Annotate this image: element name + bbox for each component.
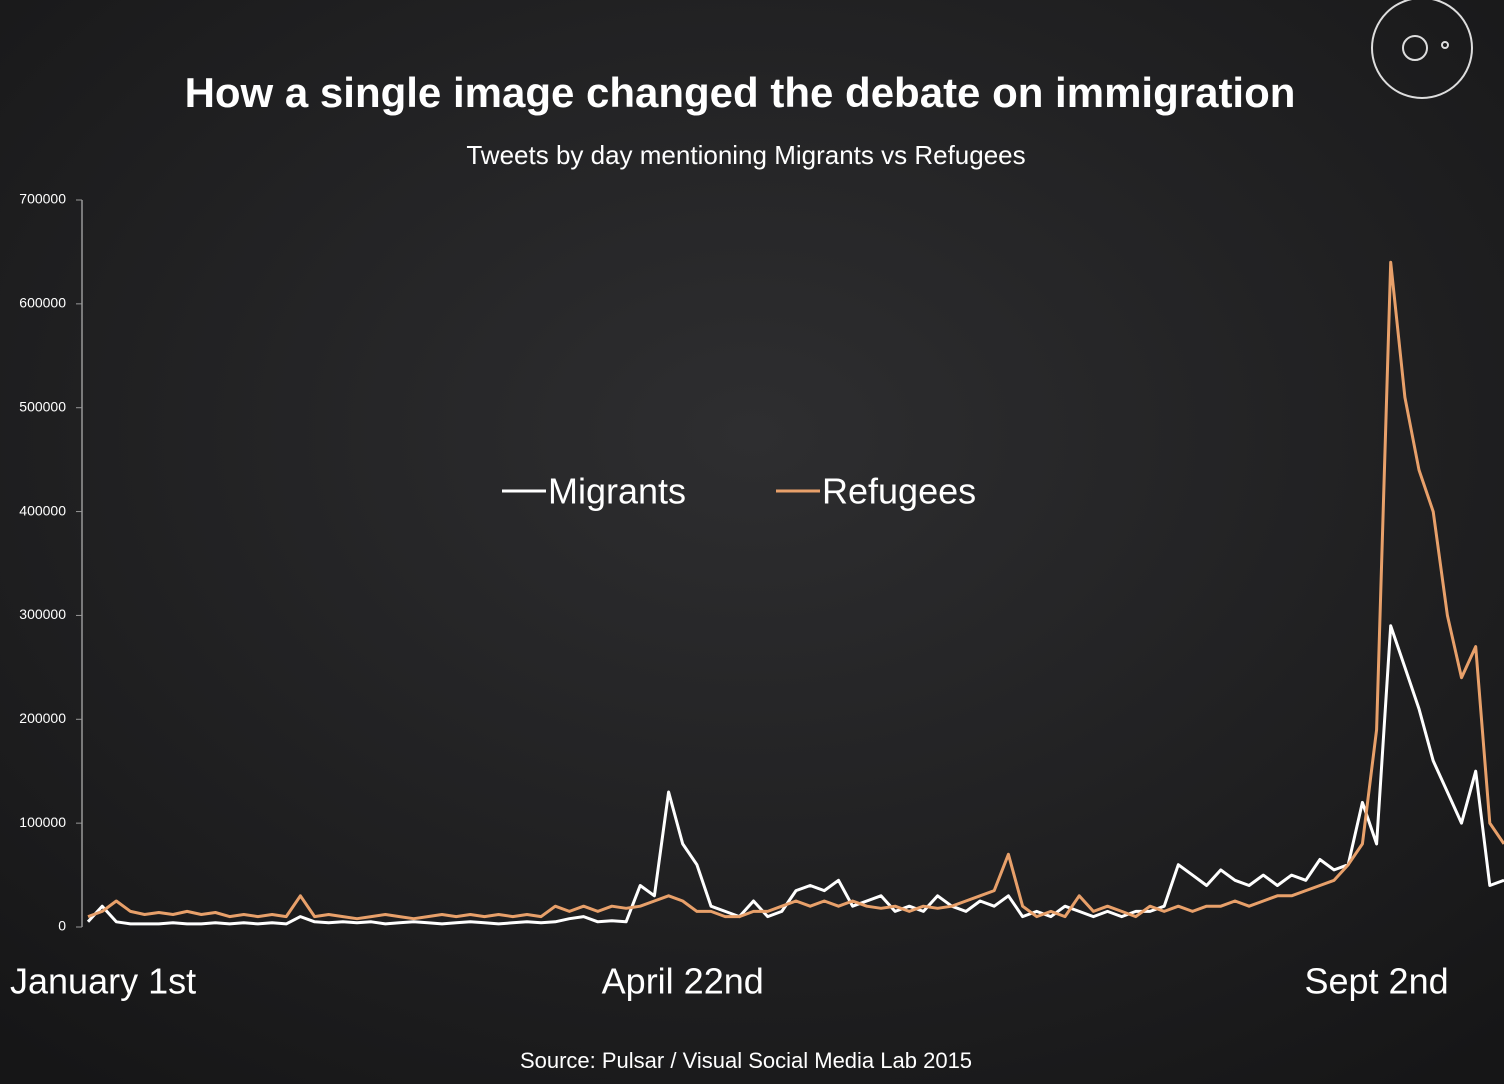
y-tick-label: 600000 — [19, 295, 66, 311]
y-tick-label: 400000 — [19, 502, 66, 518]
x-tick-label: Sept 2nd — [1304, 961, 1448, 1002]
y-tick-label: 500000 — [19, 398, 66, 414]
x-tick-label: January 1st — [10, 961, 196, 1002]
series-line — [87, 260, 1504, 921]
y-tick-label: 300000 — [19, 606, 66, 622]
y-tick-label: 200000 — [19, 710, 66, 726]
x-tick-label: April 22nd — [602, 961, 764, 1002]
legend-label: Refugees — [822, 471, 976, 512]
chart-title: How a single image changed the debate on… — [185, 69, 1296, 116]
chart-subtitle: Tweets by day mentioning Migrants vs Ref… — [466, 140, 1025, 170]
legend-label: Migrants — [548, 471, 686, 512]
series-line — [86, 624, 1504, 926]
logo — [1371, 0, 1473, 99]
y-tick-label: 0 — [58, 918, 66, 934]
y-tick-label: 700000 — [19, 191, 66, 207]
y-tick-label: 100000 — [19, 814, 66, 830]
source: Source: Pulsar / Visual Social Media Lab… — [520, 1048, 972, 1073]
